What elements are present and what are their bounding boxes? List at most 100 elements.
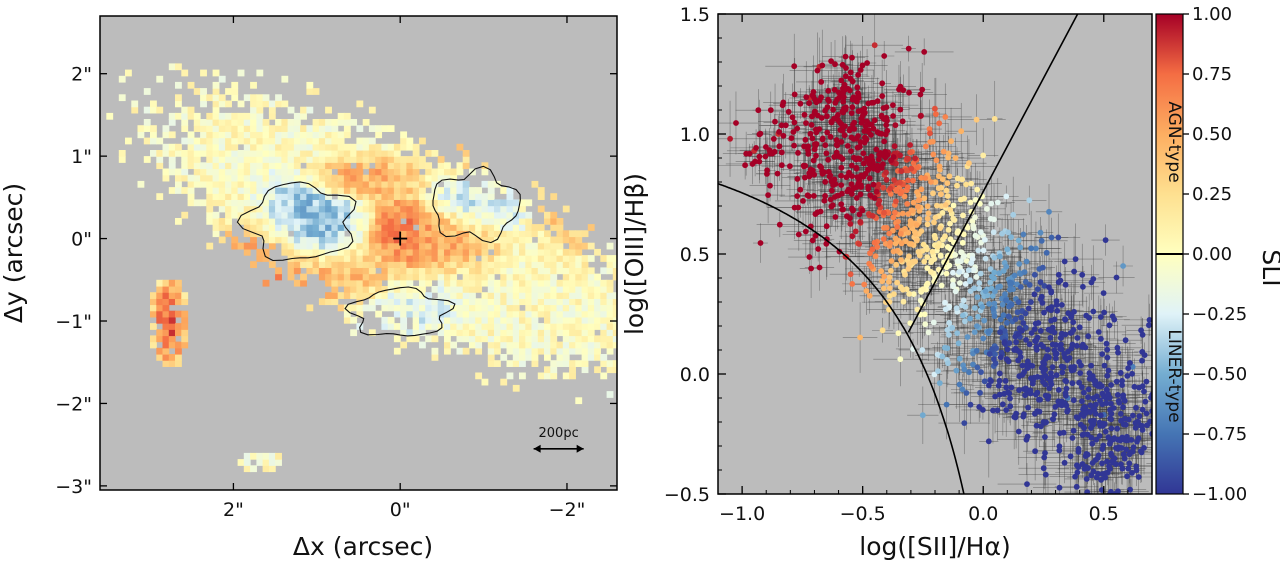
map-pixel — [393, 218, 401, 225]
map-pixel — [512, 335, 520, 343]
map-pixel — [537, 335, 545, 343]
map-pixel — [375, 193, 383, 200]
scatter-point — [967, 199, 974, 206]
map-pixel — [325, 174, 332, 182]
map-pixel — [343, 218, 351, 225]
map-pixel — [212, 224, 220, 231]
map-pixel — [400, 267, 408, 275]
map-pixel — [218, 180, 226, 188]
map-pixel — [581, 366, 589, 374]
map-pixel — [162, 323, 170, 330]
map-pixel — [450, 323, 458, 330]
map-pixel — [312, 137, 320, 145]
map-pixel — [381, 193, 389, 200]
map-pixel — [175, 143, 182, 151]
map-pixel — [206, 211, 214, 219]
map-pixel — [362, 224, 370, 231]
map-pixel — [606, 261, 614, 268]
map-pixel — [250, 465, 257, 473]
map-pixel — [556, 323, 564, 330]
map-pixel — [150, 100, 157, 108]
map-pixel — [231, 211, 239, 219]
map-pixel — [581, 329, 589, 337]
map-pixel — [425, 199, 433, 207]
map-pixel — [381, 162, 389, 170]
map-pixel — [406, 218, 414, 225]
map-pixel — [494, 323, 501, 330]
map-pixel — [437, 199, 445, 207]
map-pixel — [462, 286, 470, 293]
map-pixel — [162, 143, 170, 151]
map-pixel — [412, 292, 420, 299]
map-pixel — [450, 267, 458, 275]
map-pixel — [475, 298, 483, 306]
map-pixel — [400, 248, 408, 256]
map-pixel — [162, 150, 170, 157]
map-pixel — [162, 292, 170, 299]
map-pixel — [206, 125, 214, 132]
map-pixel — [537, 230, 545, 238]
map-pixel — [200, 174, 207, 182]
map-pixels — [106, 63, 617, 473]
map-pixel — [544, 304, 551, 312]
map-pixel — [262, 162, 270, 170]
map-pixel — [581, 354, 589, 361]
map-pixel — [337, 255, 345, 262]
map-pixel — [506, 372, 514, 380]
map-pixel — [500, 354, 508, 361]
map-pixel — [306, 236, 314, 244]
map-pixel — [537, 236, 545, 244]
map-pixel — [387, 199, 395, 207]
map-ylabel: Δy (arcsec) — [0, 183, 28, 323]
map-pixel — [187, 137, 195, 145]
map-pixel — [368, 224, 376, 231]
map-pixel — [275, 174, 282, 182]
map-pixel — [587, 286, 595, 293]
map-pixel — [243, 125, 251, 132]
map-pixel — [425, 273, 433, 281]
map-pixel — [475, 316, 483, 324]
map-pixel — [306, 131, 314, 139]
map-pixel — [318, 224, 326, 231]
map-pixel — [206, 119, 214, 126]
map-pixel — [400, 187, 408, 194]
map-pixel — [193, 143, 201, 151]
map-pixel — [506, 298, 514, 306]
map-pixel — [375, 168, 383, 176]
map-pixel — [531, 230, 539, 238]
map-pixel — [243, 242, 251, 250]
map-pixel — [300, 106, 307, 114]
map-pixel — [512, 279, 520, 287]
map-pixel — [569, 242, 576, 250]
map-pixel — [487, 286, 495, 293]
map-pixel — [537, 347, 545, 355]
map-pixel — [356, 125, 364, 132]
map-pixel — [606, 360, 614, 367]
map-pixel — [575, 360, 583, 367]
map-pixel — [612, 267, 617, 275]
map-pixel — [268, 193, 276, 200]
map-pixel — [212, 125, 220, 132]
map-pixel — [337, 261, 345, 268]
map-pixel — [306, 218, 314, 225]
map-pixel — [544, 354, 551, 361]
map-pixel — [287, 248, 295, 256]
map-pixel — [437, 304, 445, 312]
map-pixel — [281, 174, 289, 182]
map-pixel — [550, 304, 558, 312]
map-pixel — [575, 236, 583, 244]
map-pixel — [175, 360, 182, 367]
map-pixel — [175, 150, 182, 157]
map-pixel — [293, 199, 301, 207]
map-pixel — [293, 162, 301, 170]
map-pixel — [168, 341, 176, 349]
map-pixel — [281, 156, 289, 163]
map-pixel — [412, 230, 420, 238]
map-pixel — [318, 261, 326, 268]
map-pixel — [356, 187, 364, 194]
map-pixel — [494, 286, 501, 293]
map-pixel — [393, 211, 401, 219]
map-pixel — [193, 174, 201, 182]
map-pixel — [519, 211, 526, 219]
map-pixel — [531, 310, 539, 318]
